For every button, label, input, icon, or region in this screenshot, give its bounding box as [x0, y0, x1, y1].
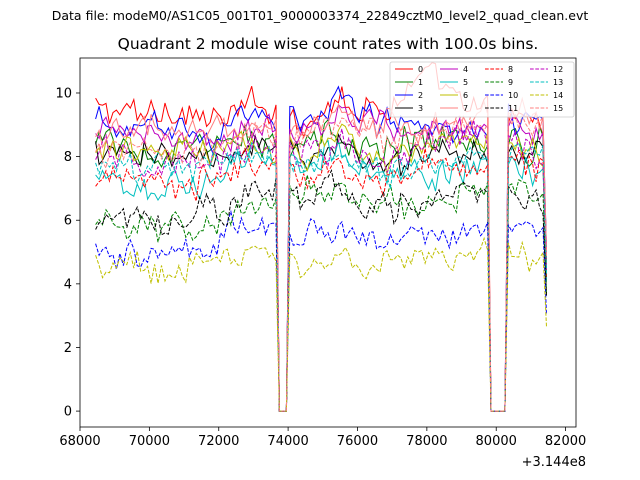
series-line-6: [95, 123, 547, 412]
legend-label-10: 10: [508, 91, 518, 100]
legend-box: [389, 61, 575, 118]
legend-label-2: 2: [418, 91, 423, 100]
legend-label-8: 8: [508, 65, 513, 74]
legend-label-5: 5: [463, 78, 468, 87]
suptitle: Data file: modeM0/AS1C05_001T01_90000033…: [52, 8, 589, 23]
series-group: [95, 62, 547, 412]
series-line-5: [95, 139, 547, 412]
legend-label-13: 13: [553, 78, 563, 87]
legend-label-15: 15: [553, 104, 563, 113]
series-line-10: [95, 209, 547, 412]
axes-frame: [79, 57, 577, 428]
chart-title: Quadrant 2 module wise count rates with …: [118, 35, 539, 53]
series-line-3: [95, 133, 547, 412]
x-tick-label: 74000: [267, 434, 308, 449]
x-tick-label: 80000: [476, 434, 517, 449]
series-line-9: [95, 174, 547, 412]
legend-label-6: 6: [463, 91, 468, 100]
legend-label-3: 3: [418, 104, 423, 113]
series-line-1: [95, 118, 547, 412]
legend-label-7: 7: [463, 104, 468, 113]
legend-label-0: 0: [418, 65, 423, 74]
x-offset-label: +3.144e8: [522, 455, 586, 470]
y-tick-label: 8: [64, 150, 72, 165]
legend-label-4: 4: [463, 65, 468, 74]
x-tick-label: 72000: [198, 434, 239, 449]
legend-label-11: 11: [508, 104, 518, 113]
x-tick-label: 78000: [406, 434, 447, 449]
series-line-14: [95, 236, 547, 412]
x-tick-label: 68000: [59, 434, 100, 449]
series-line-11: [95, 168, 547, 412]
series-line-4: [95, 103, 547, 412]
y-tick-label: 10: [55, 86, 72, 101]
legend-label-14: 14: [553, 91, 563, 100]
series-line-13: [95, 142, 547, 412]
x-tick-label: 76000: [337, 434, 378, 449]
x-tick-label: 82000: [545, 434, 586, 449]
series-line-15: [95, 111, 547, 412]
plot-area: 68000 70000 72000 74000 76000 78000 80000 82000…: [55, 57, 586, 449]
series-line-8: [95, 147, 547, 412]
y-tick-label: 4: [64, 277, 72, 292]
x-tick-label: 70000: [129, 434, 170, 449]
y-tick-label: 2: [64, 341, 72, 356]
legend-label-9: 9: [508, 78, 513, 87]
y-tick-label: 6: [64, 214, 72, 229]
legend-label-12: 12: [553, 65, 563, 74]
y-tick-label: 0: [64, 405, 72, 420]
legend-label-1: 1: [418, 78, 423, 87]
